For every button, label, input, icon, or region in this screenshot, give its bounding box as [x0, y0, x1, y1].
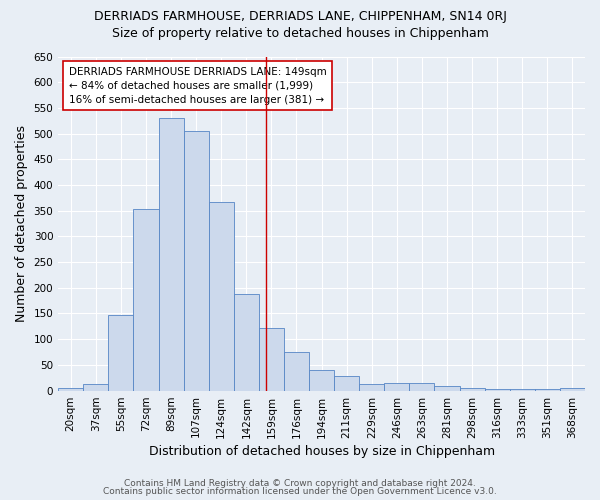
Bar: [535, 389, 560, 390]
Bar: [158, 118, 184, 390]
X-axis label: Distribution of detached houses by size in Chippenham: Distribution of detached houses by size …: [149, 444, 494, 458]
Bar: [58, 388, 83, 390]
Bar: [359, 384, 385, 390]
Bar: [309, 370, 334, 390]
Bar: [385, 383, 409, 390]
Bar: [510, 389, 535, 390]
Bar: [109, 314, 133, 390]
Bar: [284, 352, 309, 391]
Text: Contains public sector information licensed under the Open Government Licence v3: Contains public sector information licen…: [103, 487, 497, 496]
Text: Contains HM Land Registry data © Crown copyright and database right 2024.: Contains HM Land Registry data © Crown c…: [124, 478, 476, 488]
Bar: [485, 389, 510, 390]
Text: DERRIADS FARMHOUSE DERRIADS LANE: 149sqm
← 84% of detached houses are smaller (1: DERRIADS FARMHOUSE DERRIADS LANE: 149sqm…: [69, 66, 326, 104]
Bar: [234, 294, 259, 390]
Bar: [434, 386, 460, 390]
Bar: [409, 383, 434, 390]
Text: Size of property relative to detached houses in Chippenham: Size of property relative to detached ho…: [112, 28, 488, 40]
Text: DERRIADS FARMHOUSE, DERRIADS LANE, CHIPPENHAM, SN14 0RJ: DERRIADS FARMHOUSE, DERRIADS LANE, CHIPP…: [94, 10, 506, 23]
Bar: [184, 131, 209, 390]
Bar: [560, 388, 585, 390]
Bar: [460, 388, 485, 390]
Bar: [133, 209, 158, 390]
Bar: [83, 384, 109, 390]
Bar: [259, 328, 284, 390]
Bar: [209, 202, 234, 390]
Y-axis label: Number of detached properties: Number of detached properties: [15, 125, 28, 322]
Bar: [334, 376, 359, 390]
